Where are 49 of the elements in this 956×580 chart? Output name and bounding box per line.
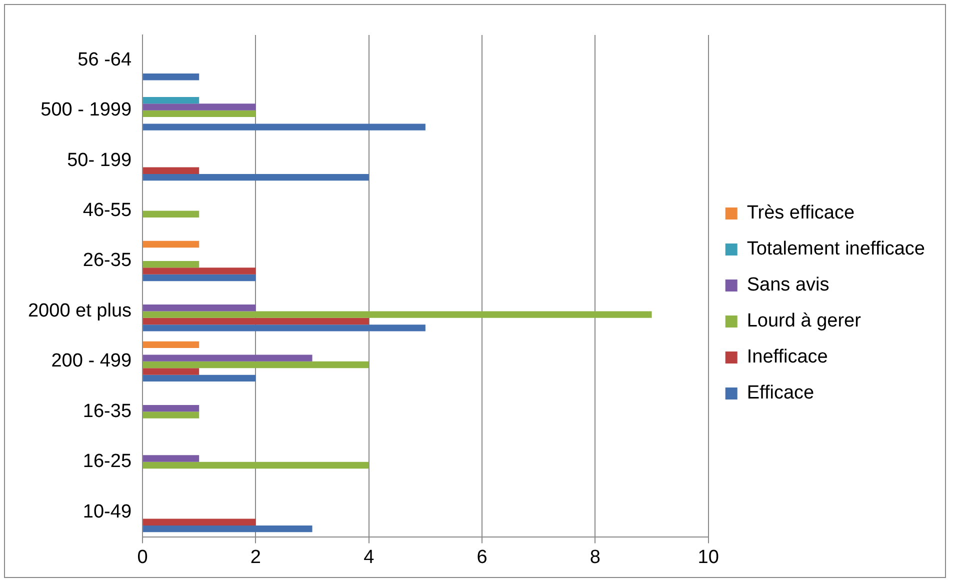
- bar: [143, 124, 426, 130]
- bar: [143, 96, 200, 104]
- bar: [143, 361, 369, 368]
- bar: [143, 318, 369, 325]
- y-tick-label: 56 -64: [78, 49, 132, 70]
- bar: [143, 455, 200, 462]
- bar: [143, 304, 256, 312]
- y-tick-label: 2000 et plus: [28, 300, 132, 322]
- bar: [143, 74, 200, 80]
- bar: [143, 525, 312, 532]
- x-tick-label: 6: [476, 546, 488, 568]
- bar: [143, 324, 426, 332]
- y-tick-label: 10-49: [82, 501, 132, 522]
- bar: [143, 167, 200, 174]
- legend-label: Sans avis: [746, 274, 830, 296]
- legend-label: Inefficace: [746, 346, 828, 368]
- y-tick-label: 26-35: [82, 250, 132, 272]
- x-tick-label: 4: [364, 546, 375, 568]
- bar: [143, 240, 200, 248]
- y-tick-label: 16-25: [82, 451, 132, 472]
- bar: [143, 311, 652, 318]
- bar: [143, 274, 256, 282]
- bar: [143, 341, 200, 348]
- bar: [143, 174, 369, 181]
- legend-label: Très efficace: [746, 202, 855, 224]
- bar: [143, 210, 200, 218]
- y-tick-label: 46-55: [82, 200, 132, 222]
- x-tick-label: 8: [590, 546, 600, 568]
- x-tick-label: 2: [250, 546, 261, 568]
- y-tick-label: 500 - 1999: [40, 100, 132, 121]
- legend-label: Lourd à gerer: [746, 310, 862, 332]
- x-tick-label: 0: [137, 546, 148, 568]
- bar: [143, 412, 200, 418]
- bar: [143, 268, 256, 274]
- y-tick-label: 50- 199: [67, 150, 132, 171]
- bar: [143, 260, 200, 268]
- bar: [143, 368, 200, 375]
- bar: [143, 110, 256, 118]
- bar: [143, 462, 369, 469]
- bar: [143, 354, 312, 362]
- legend-label: Totalement inefficace: [746, 238, 926, 260]
- y-tick-label: 200 - 499: [51, 350, 132, 372]
- bar: [143, 104, 256, 110]
- bar: [143, 374, 256, 382]
- x-tick-label: 10: [698, 546, 719, 568]
- bar: [143, 404, 200, 412]
- legend-label: Efficace: [746, 382, 814, 404]
- y-tick-label: 16-35: [82, 400, 132, 422]
- bar: [143, 518, 256, 526]
